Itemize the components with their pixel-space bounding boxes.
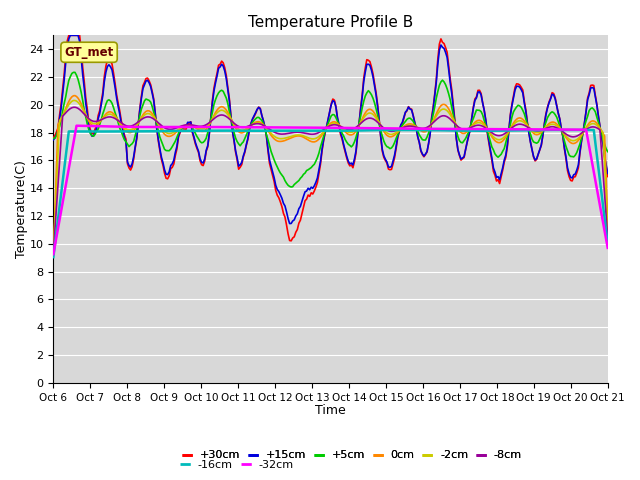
Legend: -16cm, -32cm: -16cm, -32cm <box>175 456 298 474</box>
Title: Temperature Profile B: Temperature Profile B <box>248 15 413 30</box>
Y-axis label: Temperature(C): Temperature(C) <box>15 160 28 258</box>
Legend: +30cm, +15cm, +5cm, 0cm, -2cm, -8cm: +30cm, +15cm, +5cm, 0cm, -2cm, -8cm <box>177 446 527 465</box>
Text: GT_met: GT_met <box>65 46 114 59</box>
X-axis label: Time: Time <box>315 404 346 417</box>
